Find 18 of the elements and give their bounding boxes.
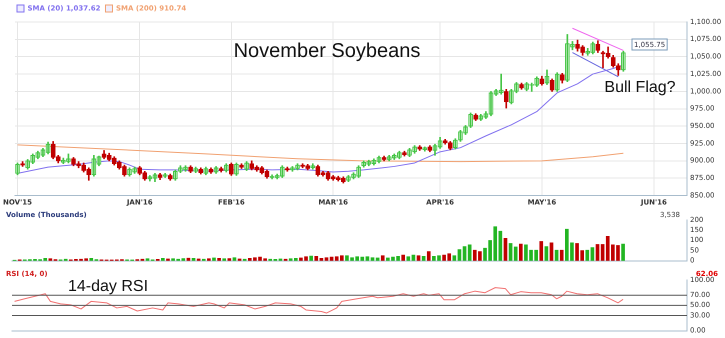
text: November Soybeans — [234, 40, 420, 62]
bar — [554, 250, 558, 261]
bar — [539, 241, 544, 261]
bar — [518, 244, 523, 261]
bar — [232, 257, 236, 261]
bar — [426, 251, 431, 261]
annotation: Bull Flag? — [604, 79, 676, 96]
bar — [621, 244, 625, 261]
annotation: 14-day RSI — [68, 278, 148, 295]
bar — [212, 258, 216, 261]
bar — [228, 258, 232, 261]
bar — [544, 246, 548, 261]
bar — [186, 258, 190, 261]
bar — [550, 242, 554, 261]
bar — [560, 250, 564, 261]
bar — [416, 255, 420, 261]
bar — [504, 238, 508, 261]
bar — [192, 258, 196, 261]
